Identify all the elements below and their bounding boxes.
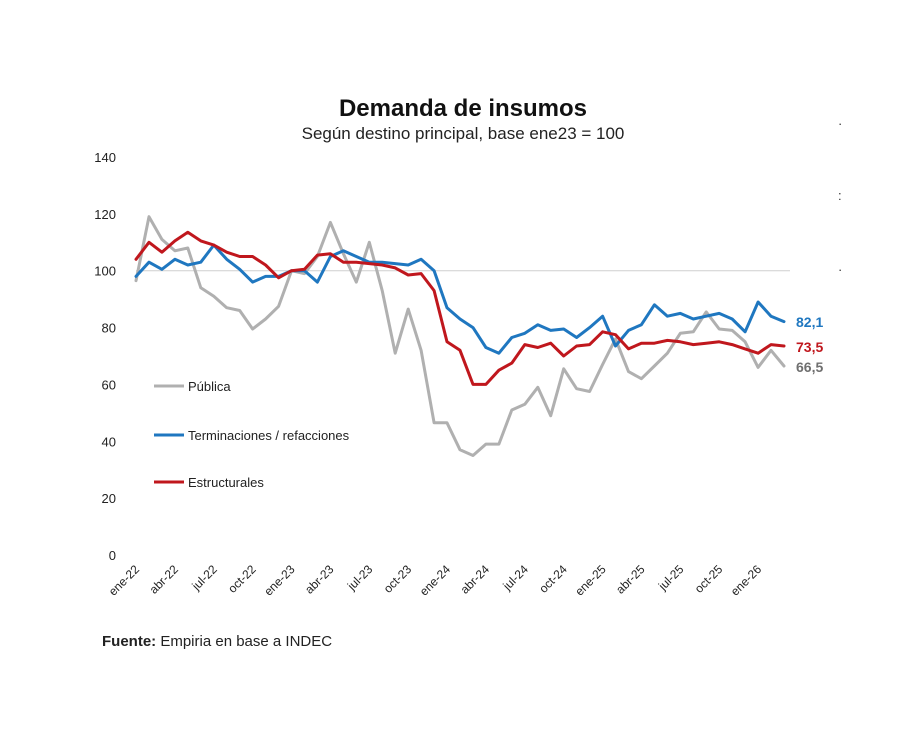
- x-tick-label: jul-23: [344, 562, 376, 594]
- source-note: Fuente: Empiria en base a INDEC: [102, 633, 332, 650]
- x-tick-label: jul-25: [655, 562, 687, 594]
- y-tick-label: 40: [102, 434, 116, 449]
- chart-subtitle: Según destino principal, base ene23 = 10…: [302, 124, 625, 143]
- y-axis: 0 20 40 60 80 100 120 140: [94, 150, 116, 563]
- end-label-p-blica: 66,5: [796, 359, 823, 375]
- x-tick-label: abr-24: [458, 562, 493, 597]
- x-tick-label: ene-22: [106, 562, 143, 599]
- end-labels: 66,5 82,1 73,5: [796, 314, 823, 375]
- y-tick-label: 140: [94, 150, 116, 165]
- y-tick-label: 60: [102, 377, 116, 392]
- x-tick-label: ene-24: [417, 562, 454, 599]
- end-label-terminaciones-refacciones: 82,1: [796, 314, 823, 330]
- x-tick-label: oct-25: [692, 562, 726, 596]
- series-lines: [134, 215, 786, 457]
- x-tick-label: abr-22: [147, 562, 182, 597]
- legend: Pública Terminaciones / refacciones Estruc…: [154, 379, 350, 490]
- x-tick-label: ene-25: [572, 562, 609, 599]
- x-tick-label: ene-23: [261, 562, 298, 599]
- series-line-terminaciones-refacciones: [134, 243, 786, 355]
- y-tick-label: 0: [109, 548, 116, 563]
- edge-mark-3: ·: [838, 262, 843, 277]
- x-tick-label: oct-23: [381, 562, 415, 596]
- series-line-estructurales: [134, 230, 786, 386]
- legend-label-terminaciones-refacciones: Terminaciones / refacciones: [188, 428, 350, 443]
- source-text: Empiria en base a INDEC: [160, 633, 333, 650]
- edge-mark-1: ·: [838, 116, 843, 131]
- source-label: Fuente:: [102, 633, 157, 650]
- y-tick-label: 100: [94, 264, 116, 279]
- x-tick-label: jul-22: [189, 562, 221, 594]
- y-tick-label: 120: [94, 207, 116, 222]
- legend-label-estructurales: Estructurales: [188, 475, 264, 490]
- x-tick-label: jul-24: [500, 562, 532, 594]
- legend-label-p-blica: Pública: [188, 379, 231, 394]
- x-tick-label: oct-24: [536, 562, 570, 596]
- y-tick-label: 20: [102, 491, 116, 506]
- x-tick-label: abr-25: [613, 562, 648, 597]
- series-line-p-blica: [134, 215, 786, 457]
- chart-title: Demanda de insumos: [339, 95, 587, 122]
- x-axis: ene-22 abr-22 jul-22 oct-22 ene-23 abr-23 jul-…: [106, 562, 765, 599]
- edge-mark-2: :: [838, 188, 842, 203]
- x-tick-label: ene-26: [728, 562, 765, 599]
- end-label-estructurales: 73,5: [796, 339, 823, 355]
- x-tick-label: oct-22: [225, 562, 259, 596]
- x-tick-label: abr-23: [302, 562, 337, 597]
- y-tick-label: 80: [102, 321, 116, 336]
